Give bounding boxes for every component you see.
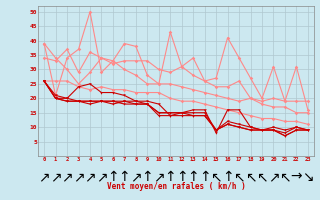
X-axis label: Vent moyen/en rafales ( km/h ): Vent moyen/en rafales ( km/h ) xyxy=(107,182,245,191)
